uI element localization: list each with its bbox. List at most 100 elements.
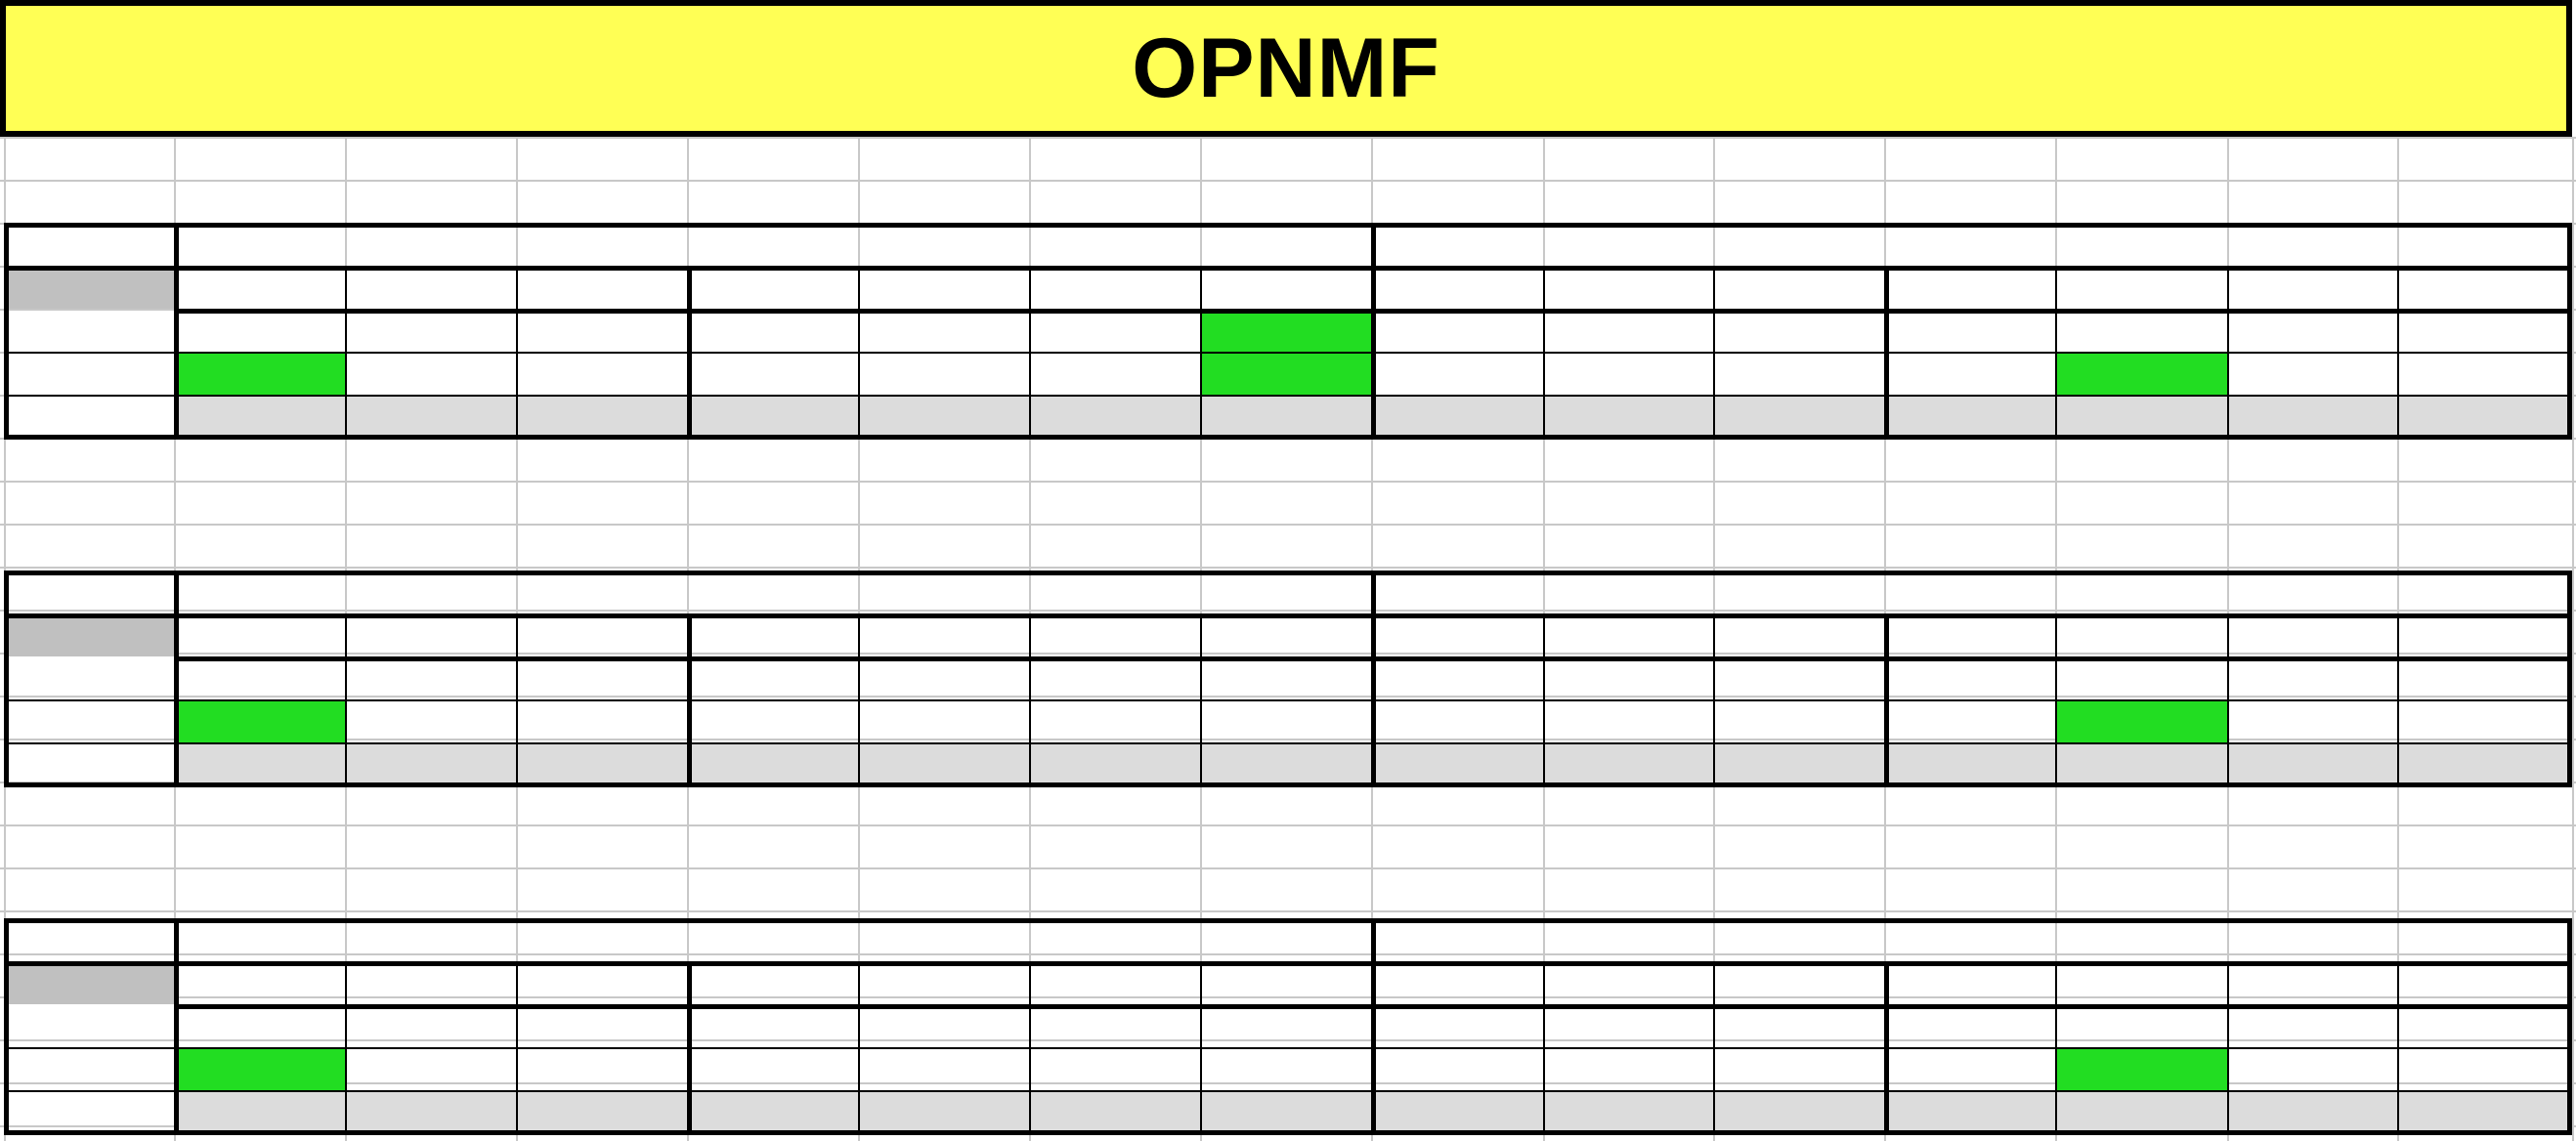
row-label[interactable] [4, 352, 174, 395]
data-cell[interactable] [2055, 1004, 2227, 1047]
data-cell[interactable] [687, 395, 858, 438]
data-cell[interactable] [2227, 309, 2397, 352]
data-cell[interactable] [1884, 656, 2055, 699]
data-cell[interactable] [1884, 395, 2055, 438]
data-cell[interactable] [1884, 699, 2055, 742]
data-cell[interactable] [1029, 742, 1200, 785]
data-cell[interactable] [516, 352, 687, 395]
data-cell[interactable] [1543, 699, 1713, 742]
column-header[interactable] [174, 613, 345, 656]
highlighted-cell[interactable] [2055, 1047, 2227, 1090]
data-cell[interactable] [174, 742, 345, 785]
header-corner-cell[interactable] [4, 961, 174, 1004]
data-cell[interactable] [2227, 352, 2397, 395]
data-cell[interactable] [687, 699, 858, 742]
data-cell[interactable] [1713, 656, 1884, 699]
table-label[interactable] [4, 223, 174, 266]
row-label[interactable] [4, 699, 174, 742]
data-cell[interactable] [1371, 309, 1543, 352]
header-corner-cell[interactable] [4, 266, 174, 309]
data-cell[interactable] [1371, 1090, 1543, 1133]
table-label[interactable] [4, 918, 174, 961]
data-cell[interactable] [687, 352, 858, 395]
column-header[interactable] [1713, 961, 1884, 1004]
data-cell[interactable] [516, 699, 687, 742]
highlighted-cell[interactable] [174, 352, 345, 395]
data-cell[interactable] [174, 1004, 345, 1047]
column-header[interactable] [2227, 961, 2397, 1004]
data-cell[interactable] [1371, 742, 1543, 785]
data-cell[interactable] [2397, 1004, 2572, 1047]
data-cell[interactable] [687, 742, 858, 785]
group-header-original[interactable] [174, 223, 1371, 266]
data-cell[interactable] [1884, 309, 2055, 352]
data-cell[interactable] [687, 309, 858, 352]
column-header[interactable] [345, 266, 516, 309]
data-cell[interactable] [858, 309, 1029, 352]
row-label[interactable] [4, 656, 174, 699]
data-cell[interactable] [2055, 309, 2227, 352]
row-label[interactable] [4, 1090, 174, 1133]
data-cell[interactable] [1884, 1090, 2055, 1133]
column-header[interactable] [516, 961, 687, 1004]
highlighted-cell[interactable] [174, 699, 345, 742]
group-header-scaled[interactable] [1371, 223, 2572, 266]
data-cell[interactable] [1029, 1004, 1200, 1047]
group-header-original[interactable] [174, 570, 1371, 613]
data-cell[interactable] [2397, 656, 2572, 699]
data-cell[interactable] [2227, 699, 2397, 742]
data-cell[interactable] [1543, 395, 1713, 438]
data-cell[interactable] [687, 1004, 858, 1047]
row-label[interactable] [4, 309, 174, 352]
column-header[interactable] [516, 266, 687, 309]
column-header[interactable] [345, 613, 516, 656]
column-header[interactable] [1884, 961, 2055, 1004]
column-header[interactable] [858, 266, 1029, 309]
row-label[interactable] [4, 742, 174, 785]
data-cell[interactable] [345, 352, 516, 395]
data-cell[interactable] [1543, 1004, 1713, 1047]
data-cell[interactable] [1713, 352, 1884, 395]
data-cell[interactable] [1200, 1004, 1371, 1047]
data-cell[interactable] [1713, 309, 1884, 352]
data-cell[interactable] [1543, 309, 1713, 352]
data-cell[interactable] [345, 395, 516, 438]
data-cell[interactable] [1200, 395, 1371, 438]
data-cell[interactable] [687, 1090, 858, 1133]
column-header[interactable] [1200, 266, 1371, 309]
data-cell[interactable] [1713, 1047, 1884, 1090]
title-banner[interactable]: OPNMF [0, 0, 2572, 137]
column-header[interactable] [2397, 266, 2572, 309]
column-header[interactable] [1543, 266, 1713, 309]
data-cell[interactable] [1029, 1047, 1200, 1090]
data-cell[interactable] [2055, 742, 2227, 785]
data-cell[interactable] [1543, 1047, 1713, 1090]
data-cell[interactable] [1029, 699, 1200, 742]
data-cell[interactable] [858, 699, 1029, 742]
highlighted-cell[interactable] [2055, 699, 2227, 742]
column-header[interactable] [1713, 266, 1884, 309]
data-cell[interactable] [2227, 1047, 2397, 1090]
column-header[interactable] [174, 266, 345, 309]
column-header[interactable] [1543, 613, 1713, 656]
data-cell[interactable] [516, 742, 687, 785]
column-header[interactable] [1371, 266, 1543, 309]
data-cell[interactable] [858, 742, 1029, 785]
data-cell[interactable] [1200, 742, 1371, 785]
column-header[interactable] [1200, 961, 1371, 1004]
highlighted-cell[interactable] [1200, 352, 1371, 395]
data-cell[interactable] [1200, 1047, 1371, 1090]
data-cell[interactable] [1713, 395, 1884, 438]
column-header[interactable] [2227, 266, 2397, 309]
data-cell[interactable] [1029, 309, 1200, 352]
column-header[interactable] [2055, 961, 2227, 1004]
data-cell[interactable] [2397, 309, 2572, 352]
data-cell[interactable] [1884, 1047, 2055, 1090]
column-header[interactable] [1371, 961, 1543, 1004]
data-cell[interactable] [1884, 742, 2055, 785]
data-cell[interactable] [516, 656, 687, 699]
data-cell[interactable] [858, 1004, 1029, 1047]
data-cell[interactable] [345, 742, 516, 785]
data-cell[interactable] [1371, 395, 1543, 438]
data-cell[interactable] [858, 656, 1029, 699]
